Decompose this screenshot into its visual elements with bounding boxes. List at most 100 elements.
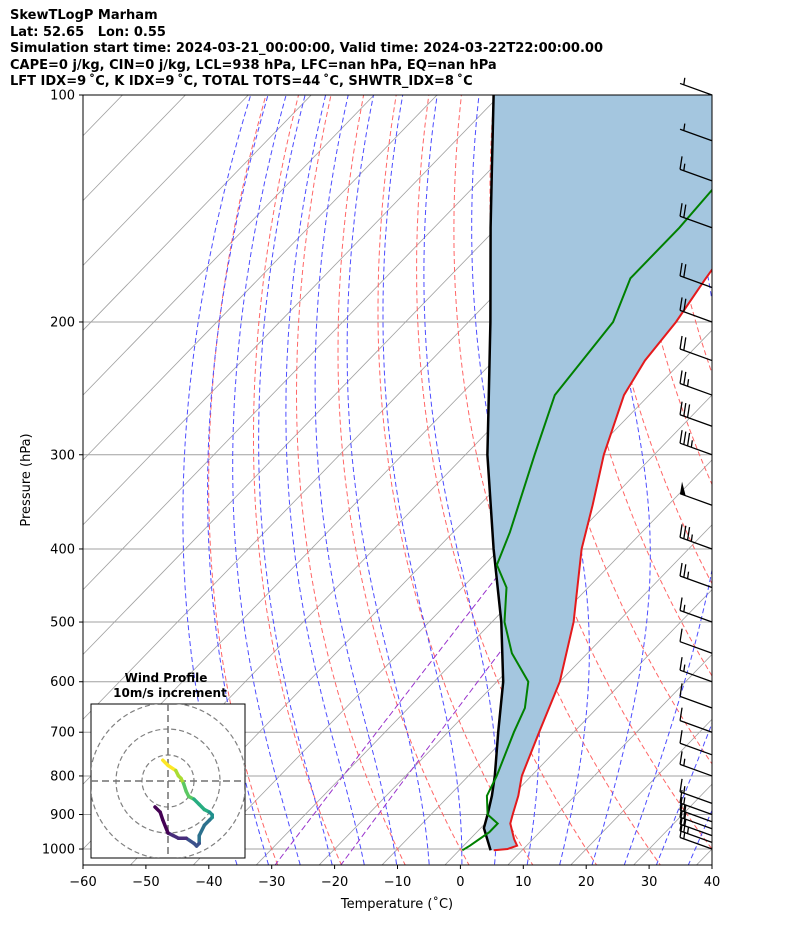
wind-barb-feather <box>679 335 683 350</box>
y-tick-label: 200 <box>50 315 75 330</box>
wind-barb-feather <box>686 527 691 541</box>
wind-barb-half-feather <box>690 440 693 448</box>
wind-barb-staff <box>679 575 713 589</box>
wind-barb <box>679 597 713 623</box>
dry-adiabat <box>253 95 343 865</box>
isotherm-gridline <box>507 653 712 865</box>
wind-barb-feather <box>679 430 683 444</box>
wind-barb <box>679 628 713 654</box>
wind-barb-half-feather <box>690 534 693 542</box>
wind-barb-staff <box>679 823 713 837</box>
wind-barb <box>679 203 713 229</box>
y-tick-label: 300 <box>50 448 75 463</box>
wind-barb-staff <box>679 168 713 182</box>
wind-barb <box>679 751 713 777</box>
x-tick-label: −60 <box>69 875 96 890</box>
cape-line: CAPE=0 j/kg, CIN=0 j/kg, LCL=938 hPa, LF… <box>10 57 497 73</box>
wind-barb-half-feather <box>683 77 686 85</box>
isotherm-gridline <box>83 95 438 461</box>
wind-barb-staff <box>679 414 713 427</box>
wind-barb <box>679 430 713 456</box>
dry-adiabat <box>337 95 470 865</box>
x-tick-label: −50 <box>132 875 159 890</box>
y-tick-label: 800 <box>50 769 75 784</box>
wind-barb-feather <box>683 371 687 385</box>
dry-adiabat <box>750 61 794 881</box>
wind-barb-staff <box>679 802 713 816</box>
wind-barb-half-feather <box>683 604 686 612</box>
wind-barb-staff <box>679 669 713 683</box>
wind-barb-feather <box>683 431 687 445</box>
x-axis-label: Temperature (˚C) <box>340 896 453 912</box>
x-tick-label: −20 <box>321 875 348 890</box>
isotherm-gridline <box>745 60 794 880</box>
x-tick-label: 0 <box>456 875 464 890</box>
wind-barb <box>679 562 713 589</box>
wind-barb-flag <box>680 481 686 496</box>
dry-adiabat <box>377 95 534 865</box>
isotherm-gridline <box>570 718 712 865</box>
isotherm-gridline <box>83 95 312 331</box>
plot-title: SkewTLogP Marham <box>10 8 158 23</box>
wind-barb-feather <box>679 778 683 792</box>
dry-adiabat <box>591 95 712 585</box>
wind-barb-feather <box>679 730 683 744</box>
wind-barb-feather <box>683 264 687 278</box>
wind-barb-feather <box>683 525 687 539</box>
dry-adiabat <box>416 95 598 865</box>
x-tick-label: −30 <box>258 875 285 890</box>
wind-barb-feather <box>686 404 691 418</box>
indices-line: LFT IDX=9 ˚C, K IDX=9 ˚C, TOTAL TOTS=44 … <box>10 74 473 89</box>
wind-barb <box>679 401 713 427</box>
wind-barb-feather <box>679 401 683 415</box>
wind-barb-feather <box>679 597 683 611</box>
wind-barb <box>679 683 713 709</box>
isotherm-gridline <box>0 60 93 880</box>
wind-barb-half-feather <box>686 379 690 387</box>
wind-barb-feather <box>679 524 683 538</box>
wind-barb-feather <box>679 562 683 577</box>
wind-barb-feather <box>683 204 687 218</box>
wind-barb-feather <box>679 628 683 642</box>
wind-barb-staff <box>679 809 713 823</box>
wind-barb-staff <box>679 609 713 623</box>
wind-barb-staff <box>679 82 713 96</box>
wind-barb-half-feather <box>683 758 686 766</box>
isotherm-gridline <box>83 95 249 266</box>
moist-adiabat <box>314 95 398 865</box>
wind-barb-half-feather <box>683 163 686 171</box>
wind-barb <box>679 730 713 756</box>
wind-barb-feather <box>683 298 687 312</box>
y-tick-label: 900 <box>50 808 75 823</box>
hodograph-segment <box>161 818 170 835</box>
wind-barb <box>679 707 713 733</box>
moist-adiabat <box>713 95 794 880</box>
wind-barb-half-feather <box>686 571 690 579</box>
moist-adiabat <box>591 95 651 865</box>
dewpoint-line <box>461 188 712 852</box>
moist-adiabat <box>423 95 498 865</box>
hodograph-title: Wind Profile <box>125 671 208 685</box>
figure-header: SkewTLogP Marham Lat: 52.65 Lon: 0.55 Si… <box>10 8 603 91</box>
parcel-profile-line <box>482 95 505 851</box>
wind-barb-staff <box>679 816 713 830</box>
isotherm-gridline <box>83 95 186 202</box>
wind-barb-staff <box>679 720 713 733</box>
wind-barb-staff <box>679 348 713 362</box>
time-line: Simulation start time: 2024-03-21_00:00:… <box>10 41 603 56</box>
isotherm-gridline <box>444 589 712 865</box>
wind-barb-feather <box>679 751 683 765</box>
wind-barb <box>679 156 713 182</box>
wind-barb-staff <box>679 275 713 289</box>
moist-adiabat <box>655 721 712 865</box>
wind-barb-staff <box>679 695 713 709</box>
wind-barb <box>679 778 713 805</box>
wind-barb-half-feather <box>683 664 686 672</box>
wind-barb <box>679 123 713 142</box>
temperature-line <box>493 267 712 852</box>
moist-adiabat <box>182 95 252 865</box>
wind-barb <box>679 481 713 506</box>
location-line: Lat: 52.65 Lon: 0.55 <box>10 24 166 40</box>
wind-barb-feather <box>679 262 683 277</box>
